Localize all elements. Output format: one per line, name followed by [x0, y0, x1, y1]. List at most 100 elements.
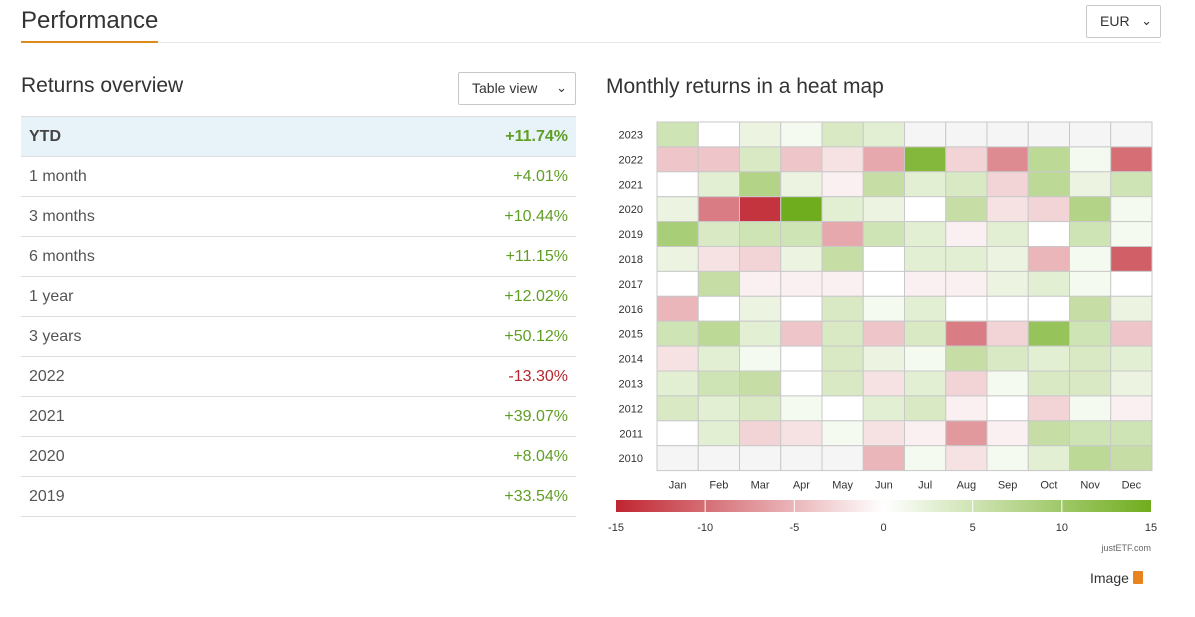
- heatmap-cell[interactable]: [697, 320, 740, 347]
- heatmap-cell[interactable]: [697, 395, 740, 422]
- heatmap-cell[interactable]: [739, 345, 782, 372]
- heatmap-cell[interactable]: [986, 246, 1029, 272]
- heatmap-cell[interactable]: [821, 246, 864, 272]
- view-select[interactable]: Table view ⌄: [458, 72, 576, 105]
- heatmap-cell[interactable]: [821, 420, 864, 447]
- heatmap-cell[interactable]: [780, 246, 823, 272]
- heatmap-cell[interactable]: [904, 246, 947, 272]
- heatmap-cell[interactable]: [945, 171, 988, 198]
- heatmap-cell[interactable]: [862, 270, 905, 297]
- heatmap-cell[interactable]: [780, 395, 823, 422]
- heatmap-cell[interactable]: [862, 445, 905, 472]
- heatmap-cell[interactable]: [1110, 295, 1153, 322]
- heatmap-cell[interactable]: [945, 370, 988, 397]
- heatmap-cell[interactable]: [656, 121, 699, 148]
- heatmap-cell[interactable]: [862, 295, 905, 322]
- heatmap-cell[interactable]: [780, 345, 823, 372]
- heatmap-cell[interactable]: [904, 420, 947, 447]
- heatmap-cell[interactable]: [904, 146, 947, 173]
- heatmap-cell[interactable]: [862, 420, 905, 447]
- heatmap-cell[interactable]: [697, 295, 740, 322]
- heatmap-cell[interactable]: [1069, 221, 1112, 247]
- heatmap-cell[interactable]: [697, 121, 740, 148]
- heatmap-cell[interactable]: [697, 246, 740, 272]
- heatmap-cell[interactable]: [945, 196, 988, 223]
- heatmap-cell[interactable]: [1069, 270, 1112, 297]
- heatmap-cell[interactable]: [780, 370, 823, 397]
- heatmap-cell[interactable]: [697, 370, 740, 397]
- heatmap-cell[interactable]: [1027, 146, 1070, 173]
- heatmap-cell[interactable]: [1110, 420, 1153, 447]
- heatmap-cell[interactable]: [945, 121, 988, 148]
- heatmap-cell[interactable]: [739, 395, 782, 422]
- heatmap-cell[interactable]: [862, 221, 905, 247]
- heatmap-cell[interactable]: [656, 270, 699, 297]
- heatmap-cell[interactable]: [656, 246, 699, 272]
- heatmap-cell[interactable]: [1110, 171, 1153, 198]
- heatmap-cell[interactable]: [1110, 445, 1153, 472]
- heatmap-cell[interactable]: [1069, 370, 1112, 397]
- currency-select[interactable]: EUR ⌄: [1086, 5, 1161, 38]
- heatmap-cell[interactable]: [697, 196, 740, 223]
- heatmap-cell[interactable]: [1027, 221, 1070, 247]
- heatmap-cell[interactable]: [1110, 395, 1153, 422]
- heatmap-cell[interactable]: [904, 221, 947, 247]
- heatmap-cell[interactable]: [862, 196, 905, 223]
- heatmap-cell[interactable]: [821, 445, 864, 472]
- heatmap-cell[interactable]: [986, 395, 1029, 422]
- heatmap-cell[interactable]: [945, 420, 988, 447]
- heatmap-cell[interactable]: [1027, 420, 1070, 447]
- heatmap-cell[interactable]: [780, 221, 823, 247]
- heatmap-cell[interactable]: [986, 171, 1029, 198]
- heatmap-cell[interactable]: [1027, 320, 1070, 347]
- heatmap-cell[interactable]: [986, 221, 1029, 247]
- heatmap-cell[interactable]: [1069, 320, 1112, 347]
- heatmap-cell[interactable]: [656, 295, 699, 322]
- heatmap-cell[interactable]: [780, 270, 823, 297]
- heatmap-cell[interactable]: [821, 345, 864, 372]
- heatmap-cell[interactable]: [1069, 295, 1112, 322]
- heatmap-cell[interactable]: [697, 270, 740, 297]
- heatmap-cell[interactable]: [945, 345, 988, 372]
- heatmap-cell[interactable]: [1110, 320, 1153, 347]
- heatmap-cell[interactable]: [821, 221, 864, 247]
- heatmap-cell[interactable]: [1069, 445, 1112, 472]
- heatmap-cell[interactable]: [862, 171, 905, 198]
- heatmap-cell[interactable]: [862, 395, 905, 422]
- heatmap-cell[interactable]: [1110, 196, 1153, 223]
- heatmap-cell[interactable]: [656, 171, 699, 198]
- heatmap-cell[interactable]: [1069, 345, 1112, 372]
- heatmap-cell[interactable]: [739, 370, 782, 397]
- heatmap-cell[interactable]: [656, 395, 699, 422]
- heatmap-cell[interactable]: [739, 221, 782, 247]
- heatmap-cell[interactable]: [904, 445, 947, 472]
- heatmap-cell[interactable]: [945, 320, 988, 347]
- heatmap-cell[interactable]: [821, 320, 864, 347]
- heatmap-cell[interactable]: [986, 146, 1029, 173]
- heatmap-cell[interactable]: [697, 171, 740, 198]
- heatmap-cell[interactable]: [739, 320, 782, 347]
- heatmap-cell[interactable]: [656, 221, 699, 247]
- heatmap-cell[interactable]: [821, 370, 864, 397]
- heatmap-cell[interactable]: [821, 121, 864, 148]
- heatmap-cell[interactable]: [780, 420, 823, 447]
- heatmap-cell[interactable]: [986, 420, 1029, 447]
- heatmap-cell[interactable]: [1069, 420, 1112, 447]
- heatmap-cell[interactable]: [739, 196, 782, 223]
- heatmap-cell[interactable]: [697, 146, 740, 173]
- heatmap-cell[interactable]: [739, 146, 782, 173]
- heatmap-cell[interactable]: [986, 270, 1029, 297]
- heatmap-cell[interactable]: [821, 171, 864, 198]
- heatmap-cell[interactable]: [697, 345, 740, 372]
- heatmap-cell[interactable]: [1027, 196, 1070, 223]
- heatmap-cell[interactable]: [904, 121, 947, 148]
- heatmap-cell[interactable]: [780, 320, 823, 347]
- heatmap-cell[interactable]: [1027, 171, 1070, 198]
- heatmap-cell[interactable]: [1110, 246, 1153, 272]
- heatmap-cell[interactable]: [945, 146, 988, 173]
- heatmap-cell[interactable]: [904, 370, 947, 397]
- heatmap-cell[interactable]: [986, 345, 1029, 372]
- heatmap-cell[interactable]: [945, 395, 988, 422]
- heatmap-cell[interactable]: [780, 121, 823, 148]
- heatmap-cell[interactable]: [986, 370, 1029, 397]
